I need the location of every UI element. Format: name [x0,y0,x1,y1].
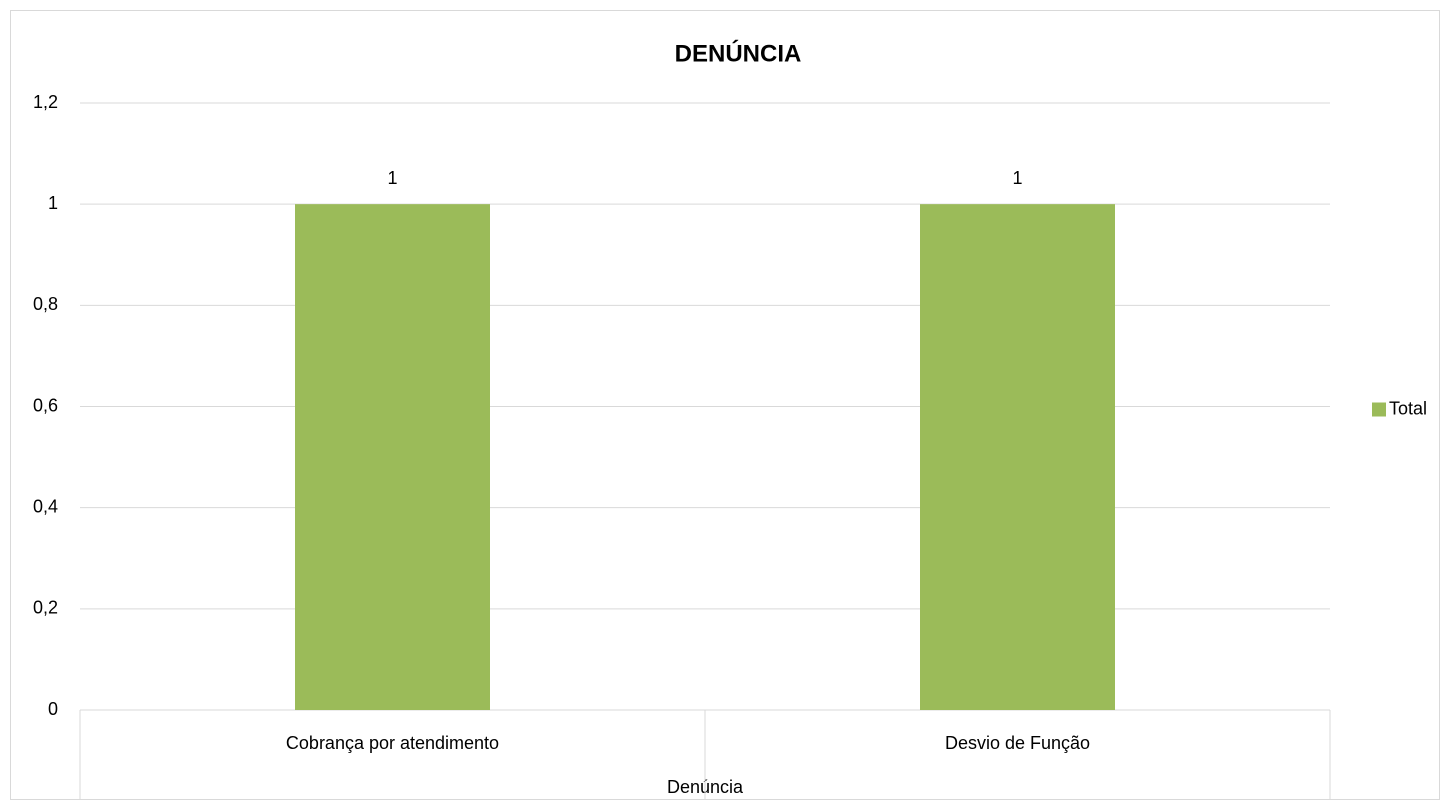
data-label: 1 [387,168,397,188]
legend-swatch [1372,402,1386,417]
y-tick-label: 0,2 [33,598,58,618]
bar [295,204,490,710]
y-tick-label: 0,6 [33,395,58,415]
y-tick-label: 1,2 [33,92,58,112]
x-tick-label: Cobrança por atendimento [286,733,499,753]
y-tick-label: 1 [48,193,58,213]
legend-label: Total [1389,398,1427,418]
chart-border [10,10,1440,800]
bar [920,204,1115,710]
chart-title: DENÚNCIA [675,39,802,67]
y-tick-label: 0,4 [33,496,58,516]
y-tick-label: 0 [48,699,58,719]
x-tick-label: Desvio de Função [945,733,1090,753]
y-tick-label: 0,8 [33,294,58,314]
data-label: 1 [1012,168,1022,188]
